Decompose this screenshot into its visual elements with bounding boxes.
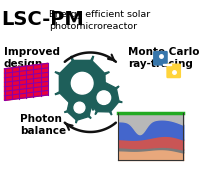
- Text: Photon
balance: Photon balance: [20, 114, 66, 136]
- Circle shape: [71, 72, 93, 94]
- Circle shape: [74, 102, 85, 113]
- Text: Monte Carlo
ray-tracing: Monte Carlo ray-tracing: [128, 47, 200, 70]
- Polygon shape: [55, 56, 109, 110]
- Polygon shape: [65, 93, 94, 123]
- Text: Improved
design: Improved design: [4, 47, 60, 70]
- Polygon shape: [5, 63, 48, 100]
- Text: Energy efficient solar
photomicroreactor: Energy efficient solar photomicroreactor: [49, 10, 150, 30]
- Polygon shape: [163, 64, 171, 65]
- Text: LSC-PM: LSC-PM: [1, 10, 84, 29]
- Polygon shape: [86, 79, 122, 115]
- FancyBboxPatch shape: [153, 51, 168, 66]
- FancyBboxPatch shape: [166, 64, 181, 78]
- Circle shape: [97, 91, 111, 105]
